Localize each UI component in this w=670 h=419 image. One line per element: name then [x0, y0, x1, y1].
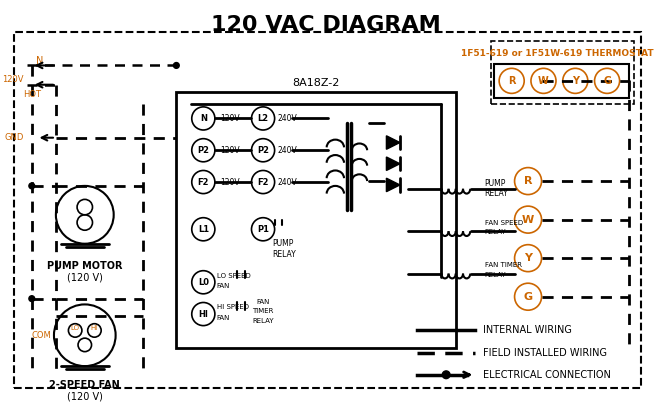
Text: COM: COM: [31, 331, 51, 340]
Text: HI: HI: [198, 310, 208, 318]
Text: W: W: [538, 76, 549, 86]
Text: L2: L2: [257, 114, 269, 123]
Text: 240V: 240V: [277, 114, 297, 123]
Text: R: R: [508, 76, 515, 86]
Text: (120 V): (120 V): [67, 392, 103, 402]
Text: PUMP MOTOR: PUMP MOTOR: [47, 261, 123, 271]
Text: W: W: [522, 215, 534, 225]
Circle shape: [442, 371, 450, 379]
Text: GND: GND: [5, 133, 24, 142]
Text: HI SPEED: HI SPEED: [217, 304, 249, 310]
Text: G: G: [603, 76, 611, 86]
Polygon shape: [387, 178, 400, 191]
Text: ELECTRICAL CONNECTION: ELECTRICAL CONNECTION: [483, 370, 610, 380]
Text: RELAY: RELAY: [252, 318, 274, 324]
Text: RELAY: RELAY: [484, 272, 507, 277]
Text: 1F51-619 or 1F51W-619 THERMOSTAT: 1F51-619 or 1F51W-619 THERMOSTAT: [461, 49, 653, 58]
Text: 240V: 240V: [277, 146, 297, 155]
Text: RELAY: RELAY: [484, 189, 509, 198]
Text: 120 VAC DIAGRAM: 120 VAC DIAGRAM: [211, 15, 441, 35]
Text: TIMER: TIMER: [253, 308, 274, 314]
Text: 120V: 120V: [3, 75, 24, 84]
Text: FAN SPEED: FAN SPEED: [484, 220, 523, 225]
Text: L0: L0: [198, 278, 209, 287]
Text: RELAY: RELAY: [484, 229, 507, 235]
Text: P2: P2: [198, 146, 209, 155]
Bar: [176, 93, 456, 348]
Text: 120V: 120V: [220, 178, 241, 186]
Text: F2: F2: [257, 178, 269, 186]
Text: PUMP: PUMP: [484, 178, 506, 187]
Text: HOT: HOT: [23, 90, 41, 99]
Circle shape: [174, 62, 180, 68]
Text: P2: P2: [257, 146, 269, 155]
Text: FIELD INSTALLED WIRING: FIELD INSTALLED WIRING: [483, 348, 607, 357]
Text: (120 V): (120 V): [67, 272, 103, 282]
Bar: [491, 41, 634, 104]
Text: INTERNAL WIRING: INTERNAL WIRING: [483, 326, 572, 336]
Text: Y: Y: [572, 76, 579, 86]
Text: 120V: 120V: [220, 146, 241, 155]
Text: 240V: 240V: [277, 178, 297, 186]
Text: PUMP: PUMP: [273, 239, 294, 248]
Text: G: G: [523, 292, 533, 302]
Text: FAN: FAN: [257, 298, 270, 305]
Text: F2: F2: [198, 178, 209, 186]
Text: FAN: FAN: [217, 315, 230, 321]
Text: 120V: 120V: [220, 114, 241, 123]
Text: 2-SPEED FAN: 2-SPEED FAN: [50, 380, 120, 391]
Circle shape: [29, 296, 35, 302]
Text: N: N: [200, 114, 207, 123]
Bar: [15, 32, 641, 388]
Text: L1: L1: [198, 225, 209, 234]
Text: RELAY: RELAY: [273, 250, 296, 259]
Text: Y: Y: [524, 253, 532, 263]
Text: LO SPEED: LO SPEED: [217, 272, 251, 279]
Text: FAN: FAN: [217, 283, 230, 289]
Text: 8A18Z-2: 8A18Z-2: [292, 78, 340, 88]
Text: FAN TIMER: FAN TIMER: [484, 262, 522, 268]
Text: LO: LO: [70, 325, 80, 331]
Text: HI: HI: [91, 325, 98, 331]
Bar: [494, 64, 629, 98]
Polygon shape: [387, 157, 400, 171]
Circle shape: [29, 183, 35, 189]
Text: R: R: [524, 176, 532, 186]
Text: N: N: [36, 56, 43, 66]
Polygon shape: [387, 136, 400, 149]
Text: P1: P1: [257, 225, 269, 234]
